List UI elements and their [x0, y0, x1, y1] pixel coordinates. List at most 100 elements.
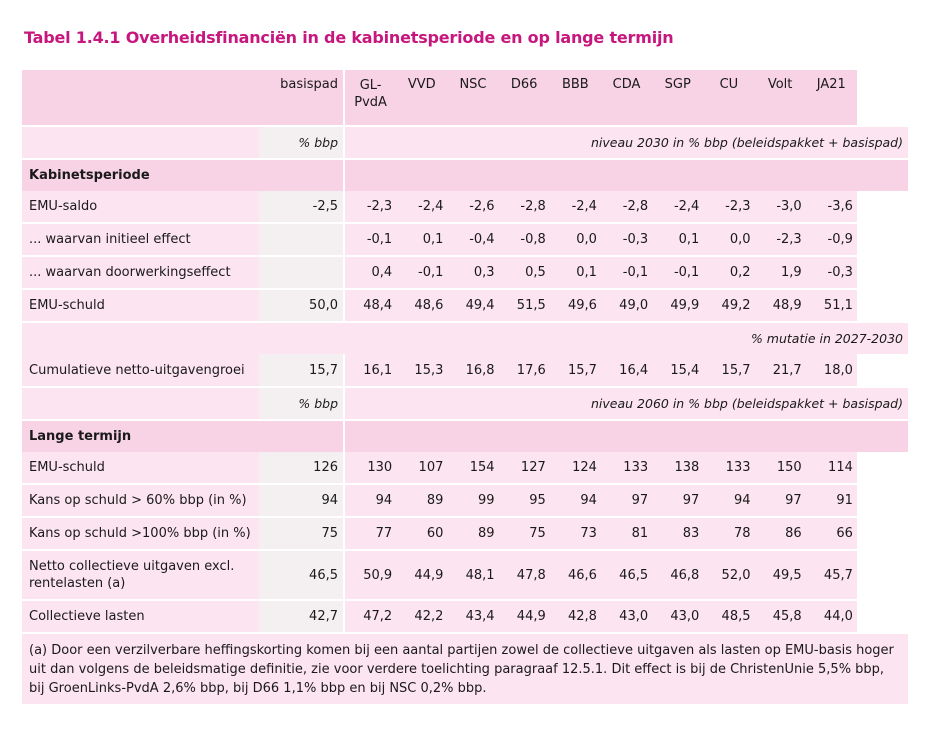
party-value: 0,5	[498, 257, 550, 288]
party-value: 15,7	[549, 354, 601, 386]
header-party: JA21	[805, 70, 857, 125]
party-value: 18,0	[805, 354, 857, 386]
party-value: 94	[703, 485, 755, 516]
party-value: 44,9	[498, 601, 550, 632]
row-label: Kans op schuld > 60% bbp (in %)	[22, 485, 259, 516]
lange-rows: EMU-schuld 126 130 107 154 127 124 133 138 133 150…	[22, 452, 908, 632]
party-value: 50,9	[345, 551, 397, 599]
header-row: basispad GL-PvdA VVD NSC D66 BBB CDA SGP…	[22, 70, 908, 125]
party-value: 15,7	[703, 354, 755, 386]
basispad-value: 15,7	[259, 354, 343, 386]
party-value: 0,0	[703, 224, 755, 255]
header-party: VVD	[396, 70, 448, 125]
header-party: GL-PvdA	[345, 70, 397, 125]
unit-base: % bbp	[259, 388, 343, 419]
party-value: -2,3	[754, 224, 806, 255]
basispad-value	[259, 224, 343, 255]
table-row: EMU-schuld 126 130 107 154 127 124 133 138 133 150…	[22, 452, 908, 483]
unit-description: niveau 2030 in % bbp (beleidspakket + ba…	[345, 127, 908, 158]
header-label-empty	[22, 70, 259, 125]
table-row: Cumulatieve netto-uitgavengroei 15,7 16,1 1…	[22, 354, 908, 386]
party-value: 49,0	[600, 290, 653, 321]
header-party: SGP	[652, 70, 704, 125]
party-value: 83	[652, 518, 704, 549]
footnote: (a) Door een verzilverbare heffingskorti…	[22, 632, 908, 704]
party-value: -0,4	[447, 224, 499, 255]
table-row: ... waarvan initieel effect -0,1 0,1 -0,4 -0…	[22, 222, 908, 255]
unit-label-empty	[22, 323, 259, 354]
section-heading: Lange termijn	[22, 421, 259, 452]
table-row: Kans op schuld >100% bbp (in %) 75 77 60 89 7…	[22, 516, 908, 549]
party-value: 45,8	[754, 601, 806, 632]
party-value: 15,3	[396, 354, 448, 386]
party-value: 78	[703, 518, 755, 549]
row-label: Collectieve lasten	[22, 601, 259, 632]
party-value: 52,0	[703, 551, 755, 599]
party-value: 51,1	[805, 290, 857, 321]
party-value: 16,1	[345, 354, 397, 386]
party-value: 17,6	[498, 354, 550, 386]
header-party: CU	[703, 70, 755, 125]
party-value: 0,2	[703, 257, 755, 288]
party-value: 48,1	[447, 551, 499, 599]
party-value: 89	[447, 518, 499, 549]
party-value: 95	[498, 485, 550, 516]
party-value: -2,4	[652, 191, 704, 222]
party-value: -3,0	[754, 191, 806, 222]
party-value: 77	[345, 518, 397, 549]
basispad-value	[259, 257, 343, 288]
section-row: Lange termijn	[22, 419, 908, 452]
finance-table: basispad GL-PvdA VVD NSC D66 BBB CDA SGP…	[22, 70, 908, 704]
unit-row: % mutatie in 2027-2030	[22, 321, 908, 354]
table-row: Netto collectieve uitgaven excl. rentela…	[22, 549, 908, 599]
section-rest-empty	[345, 160, 908, 191]
party-value: -0,3	[600, 224, 653, 255]
party-value: -0,3	[805, 257, 857, 288]
party-value: 73	[549, 518, 601, 549]
basispad-value: 42,7	[259, 601, 343, 632]
row-label: Cumulatieve netto-uitgavengroei	[22, 354, 259, 386]
party-value: 60	[396, 518, 448, 549]
party-value: 48,6	[396, 290, 448, 321]
party-value: 46,6	[549, 551, 601, 599]
party-value: -3,6	[805, 191, 857, 222]
table-row: EMU-schuld 50,0 48,4 48,6 49,4 51,5 49,6 49,0 49…	[22, 288, 908, 321]
basispad-value: 75	[259, 518, 343, 549]
unit-description: niveau 2060 in % bbp (beleidspakket + ba…	[345, 388, 908, 419]
party-value: -2,3	[703, 191, 755, 222]
unit-description: % mutatie in 2027-2030	[259, 323, 908, 354]
row-label: EMU-schuld	[22, 290, 259, 321]
party-value: 97	[754, 485, 806, 516]
header-party: NSC	[447, 70, 499, 125]
party-value: 44,9	[396, 551, 448, 599]
party-value: 47,8	[498, 551, 550, 599]
party-value: 0,4	[345, 257, 397, 288]
party-value: 42,8	[549, 601, 601, 632]
party-value: 130	[345, 452, 397, 483]
section-base-empty	[259, 160, 343, 191]
party-value: -2,8	[498, 191, 550, 222]
party-value: 16,4	[600, 354, 653, 386]
row-label: Kans op schuld >100% bbp (in %)	[22, 518, 259, 549]
header-party: CDA	[600, 70, 653, 125]
basispad-value: 46,5	[259, 551, 343, 599]
party-value: 0,1	[652, 224, 704, 255]
row-label: Netto collectieve uitgaven excl. rentela…	[22, 551, 259, 599]
party-value: 94	[345, 485, 397, 516]
party-value: 0,0	[549, 224, 601, 255]
party-value: 45,7	[805, 551, 857, 599]
party-value: -2,4	[549, 191, 601, 222]
party-value: 16,8	[447, 354, 499, 386]
party-value: 150	[754, 452, 806, 483]
party-value: 48,4	[345, 290, 397, 321]
unit-label-empty	[22, 388, 259, 419]
party-value: 51,5	[498, 290, 550, 321]
party-value: 47,2	[345, 601, 397, 632]
party-value: 138	[652, 452, 704, 483]
table-row: Collectieve lasten 42,7 47,2 42,2 43,4 44,9 42…	[22, 599, 908, 632]
party-value: 49,2	[703, 290, 755, 321]
party-value: 49,5	[754, 551, 806, 599]
party-value: -2,4	[396, 191, 448, 222]
unit-row: % bbp niveau 2060 in % bbp (beleidspakke…	[22, 386, 908, 419]
table-row: Kans op schuld > 60% bbp (in %) 94 94 89 99 9…	[22, 483, 908, 516]
